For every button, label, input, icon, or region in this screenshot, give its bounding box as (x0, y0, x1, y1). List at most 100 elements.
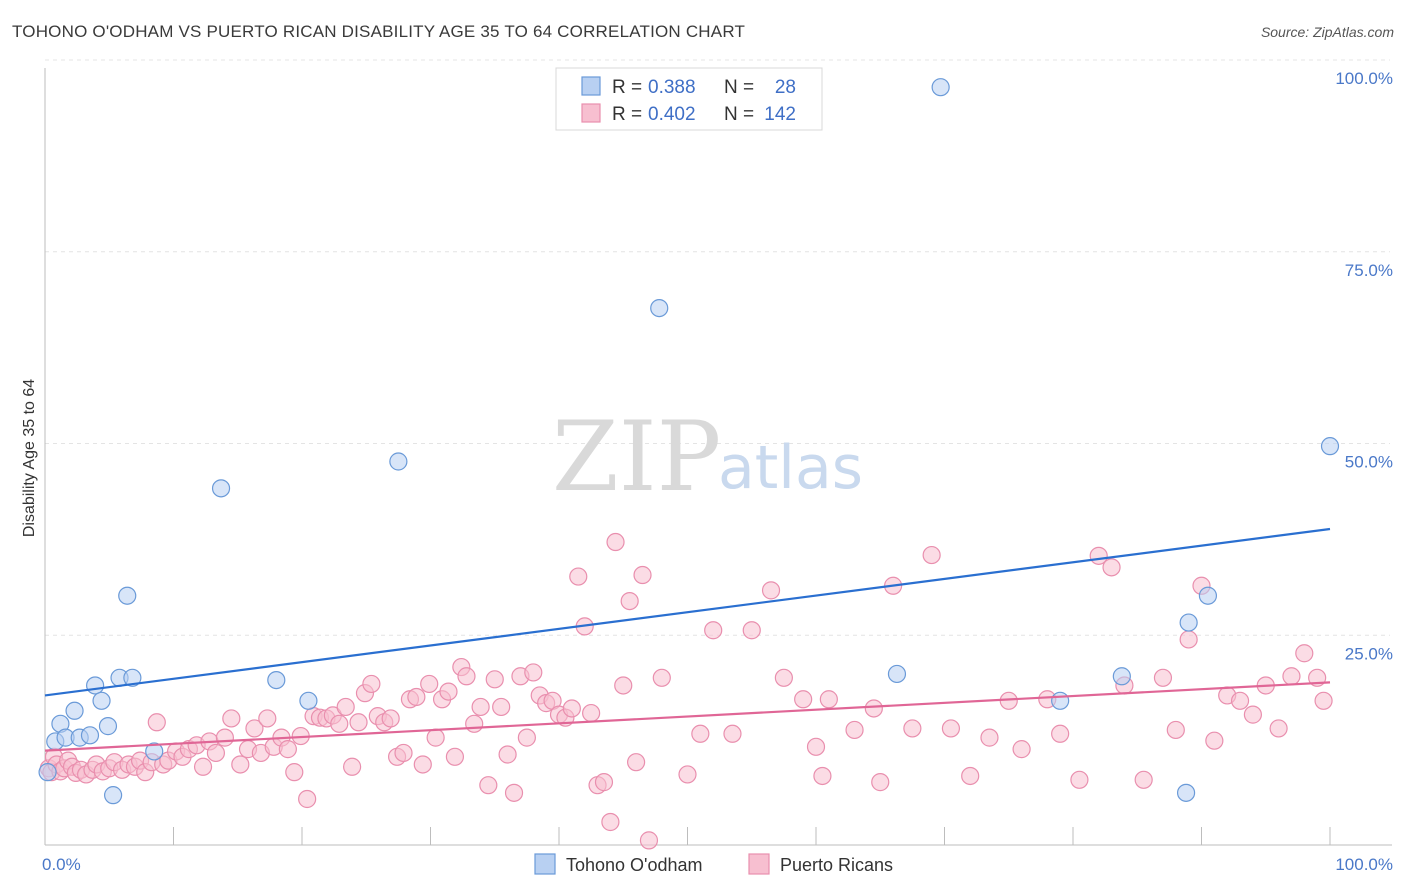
tohono-odham-point-17 (299, 691, 318, 710)
puerto-ricans-point-64 (426, 728, 445, 747)
puerto-ricans-point-44 (298, 789, 317, 809)
x-tick-label-1: 100.0% (1335, 855, 1393, 874)
puerto-ricans-point-57 (381, 709, 400, 728)
watermark: ZIP atlas (552, 401, 863, 513)
puerto-ricans-point-91 (601, 812, 620, 832)
puerto-ricans-point-22 (147, 713, 166, 732)
puerto-ricans-point-93 (614, 676, 633, 695)
x-tick-label-0: 0.0% (42, 855, 81, 874)
puerto-ricans-point-90 (594, 773, 614, 792)
puerto-ricans-point-66 (439, 682, 458, 701)
tohono-odham-point-25 (1198, 586, 1218, 605)
trend-lines (44, 527, 1331, 752)
bottom-legend-label-tohono-odham: Tohono O'odham (566, 855, 703, 875)
chart-title: TOHONO O'ODHAM VS PUERTO RICAN DISABILIT… (12, 22, 746, 41)
legend-swatch-puerto-ricans (581, 103, 601, 123)
tohono-odham-point-19 (650, 299, 669, 318)
tohono-odham-point-10 (104, 786, 123, 805)
grid (45, 59, 1390, 636)
puerto-ricans-points (39, 532, 1333, 850)
tohono-odham-point-22 (1051, 691, 1070, 710)
puerto-ricans-point-132 (1205, 731, 1224, 750)
puerto-ricans-point-122 (1051, 724, 1070, 743)
puerto-ricans-point-32 (215, 728, 234, 747)
puerto-ricans-point-72 (479, 776, 498, 795)
puerto-ricans-point-111 (864, 699, 883, 718)
y-tick-label-1: 50.0% (1345, 453, 1393, 472)
puerto-ricans-point-97 (639, 831, 659, 850)
tohono-odham-point-27 (1320, 437, 1340, 456)
puerto-ricans-point-117 (961, 766, 980, 786)
puerto-ricans-point-102 (723, 724, 742, 743)
tohono-odham-point-14 (145, 742, 164, 761)
tohono-odham-point-23 (1112, 667, 1131, 686)
puerto-ricans-point-85 (562, 699, 581, 718)
puerto-ricans-point-127 (1134, 770, 1153, 789)
puerto-ricans-point-138 (1282, 667, 1301, 686)
puerto-ricans-point-123 (1070, 770, 1089, 789)
legend-swatch-tohono-odham (581, 76, 601, 96)
puerto-ricans-point-88 (582, 703, 601, 723)
puerto-ricans-point-114 (903, 719, 922, 738)
watermark-zip: ZIP (552, 401, 721, 513)
puerto-ricans-point-109 (819, 690, 838, 709)
puerto-ricans-point-51 (343, 757, 362, 776)
puerto-ricans-point-54 (362, 674, 381, 694)
puerto-ricans-point-99 (678, 765, 697, 784)
tohono-odham-point-6 (80, 726, 100, 745)
tohono-odham-point-0 (38, 763, 57, 782)
puerto-ricans-point-94 (620, 591, 639, 611)
trend-line-tohono-odham (44, 527, 1331, 697)
puerto-ricans-point-36 (245, 719, 264, 738)
puerto-ricans-point-62 (413, 755, 432, 774)
puerto-ricans-point-118 (980, 728, 999, 747)
puerto-ricans-point-135 (1243, 705, 1263, 724)
y-tick-labels: 25.0% 50.0% 75.0% 100.0% (1335, 69, 1393, 663)
tohono-odham-point-13 (123, 668, 142, 687)
tohono-odham-point-7 (86, 676, 105, 695)
y-tick-label-0: 25.0% (1345, 644, 1393, 663)
puerto-ricans-point-92 (606, 532, 625, 552)
puerto-ricans-point-105 (774, 668, 793, 687)
legend-box: R = 0.388 N = 28 R = 0.402 N = 142 (555, 67, 823, 131)
puerto-ricans-point-50 (336, 697, 355, 717)
puerto-ricans-point-75 (498, 745, 517, 764)
puerto-ricans-point-78 (517, 728, 536, 747)
puerto-ricans-point-79 (524, 663, 543, 682)
axes (44, 68, 1392, 846)
bottom-legend-swatch-tohono-odham (534, 853, 556, 875)
puerto-ricans-point-110 (845, 720, 864, 740)
tohono-odham-point-16 (267, 670, 286, 690)
legend-r-value-0: 0.388 (648, 77, 696, 98)
puerto-ricans-point-34 (231, 755, 250, 774)
puerto-ricans-point-115 (922, 545, 941, 565)
puerto-ricans-point-101 (704, 621, 723, 640)
legend-n-label-0: N = (724, 77, 754, 98)
tohono-odham-point-9 (98, 717, 118, 736)
puerto-ricans-point-29 (193, 757, 213, 776)
legend-r-value-1: 0.402 (648, 104, 696, 125)
y-tick-label-3: 100.0% (1335, 69, 1393, 88)
puerto-ricans-point-95 (626, 753, 646, 772)
puerto-ricans-point-73 (485, 670, 504, 689)
puerto-ricans-point-106 (794, 690, 813, 709)
puerto-ricans-point-141 (1314, 691, 1333, 710)
puerto-ricans-point-70 (465, 714, 484, 733)
puerto-ricans-point-59 (394, 743, 413, 763)
puerto-ricans-point-108 (813, 766, 832, 786)
puerto-ricans-point-76 (504, 783, 524, 802)
legend-n-value-0: 28 (775, 77, 796, 98)
puerto-ricans-point-112 (871, 773, 890, 792)
puerto-ricans-point-61 (407, 687, 426, 707)
puerto-ricans-point-42 (285, 763, 304, 782)
bottom-legend-label-puerto-ricans: Puerto Ricans (780, 855, 893, 875)
puerto-ricans-point-38 (258, 709, 277, 728)
puerto-ricans-point-63 (420, 674, 439, 694)
puerto-ricans-point-52 (349, 713, 368, 732)
puerto-ricans-point-130 (1179, 630, 1198, 649)
legend-n-value-1: 142 (764, 104, 796, 125)
legend-r-label-1: R = (612, 104, 642, 125)
puerto-ricans-point-139 (1295, 644, 1314, 663)
puerto-ricans-point-69 (457, 667, 476, 686)
bottom-legend: Tohono O'odham Puerto Ricans (534, 853, 893, 875)
